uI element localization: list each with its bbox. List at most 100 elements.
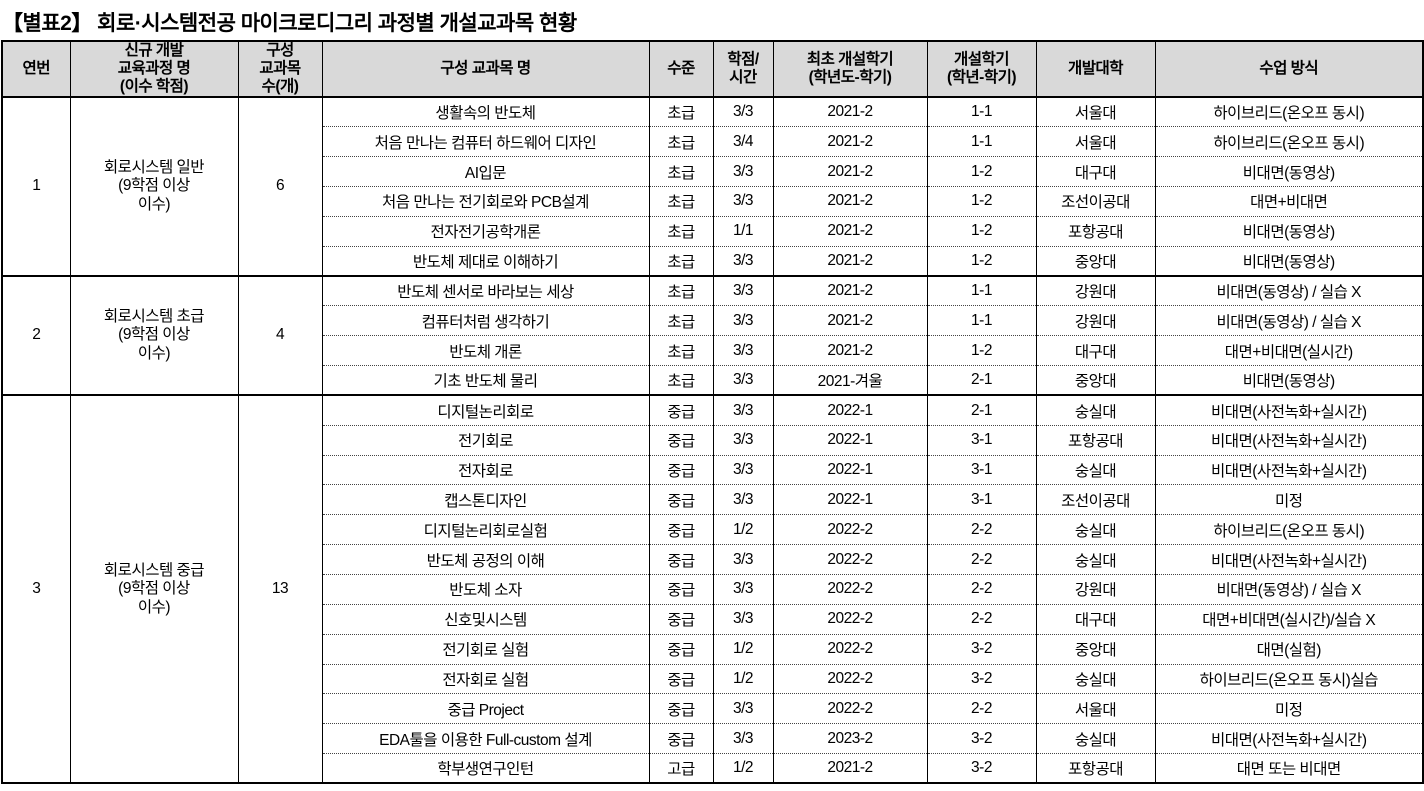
cell-course-name: 반도체 공정의 이해: [321, 544, 650, 575]
cell-university: 대구대: [1035, 603, 1156, 635]
header-open-semester: 개설학기 (학년-학기): [926, 41, 1037, 98]
cell-credit-hours: 3/3: [712, 96, 774, 128]
cell-open-semester: 3-1: [926, 454, 1037, 486]
cell-course-name: 반도체 제대로 이해하기: [321, 245, 650, 277]
cell-university: 강원대: [1035, 574, 1156, 605]
course-row: 전자회로 중급 3/3 2022-1 3-1 숭실대 비대면(사전녹화+실시간): [2, 454, 1424, 486]
cell-teaching-method: 대면(실험): [1154, 633, 1424, 665]
cell-level: 중급: [648, 424, 714, 456]
cell-university: 포항공대: [1035, 753, 1156, 784]
cell-open-semester: 1-2: [926, 186, 1037, 217]
cell-course-name: 디지털논리회로실험: [321, 514, 650, 546]
cell-course-name: 반도체 개론: [321, 335, 650, 367]
cell-teaching-method: 하이브리드(온오프 동시): [1154, 126, 1424, 158]
cell-first-semester: 2022-2: [772, 574, 928, 605]
cell-open-semester: 1-1: [926, 305, 1037, 337]
cell-course-name: 반도체 소자: [321, 574, 650, 605]
cell-course-name: 컴퓨터처럼 생각하기: [321, 305, 650, 337]
cell-course-count: 6: [237, 95, 323, 277]
cell-university: 대구대: [1035, 156, 1156, 188]
cell-open-semester: 3-2: [926, 663, 1037, 695]
cell-credit-hours: 1/2: [712, 633, 774, 665]
cell-teaching-method: 비대면(동영상) / 실습 X: [1154, 574, 1424, 605]
cell-first-semester: 2023-2: [772, 723, 928, 755]
cell-teaching-method: 비대면(사전녹화+실시간): [1154, 454, 1424, 486]
course-row: 처음 만나는 컴퓨터 하드웨어 디자인 초급 3/4 2021-2 1-1 서울대 하이브리…: [2, 126, 1424, 158]
cell-level: 중급: [648, 603, 714, 635]
course-table: 연번 신규 개발 교육과정 명 (이수 학점) 구성 교과목 수(개) 구성 교…: [1, 40, 1424, 785]
cell-teaching-method: 비대면(동영상): [1154, 156, 1424, 188]
cell-open-semester: 2-1: [926, 365, 1037, 396]
header-credit-hours: 학점/ 시간: [712, 41, 774, 98]
course-row: 반도체 제대로 이해하기 초급 3/3 2021-2 1-2 중앙대 비대면(동영상): [2, 245, 1424, 277]
course-row: 반도체 개론 초급 3/3 2021-2 1-2 대구대 대면+비대면(실시간): [2, 335, 1424, 367]
cell-level: 중급: [648, 574, 714, 605]
cell-level: 중급: [648, 663, 714, 695]
cell-level: 중급: [648, 633, 714, 665]
cell-level: 초급: [648, 186, 714, 217]
cell-university: 숭실대: [1035, 723, 1156, 755]
cell-open-semester: 1-1: [926, 275, 1037, 307]
cell-credit-hours: 1/2: [712, 663, 774, 695]
table-body: 1 회로시스템 일반 (9학점 이상 이수) 6 생활속의 반도체 초급 3/3 2021-…: [1, 95, 1424, 784]
cell-level: 초급: [648, 305, 714, 337]
cell-level: 초급: [648, 96, 714, 128]
cell-level: 초급: [648, 335, 714, 367]
course-row: 처음 만나는 전기회로와 PCB설계 초급 3/3 2021-2 1-2 조선이공대 대면+…: [2, 186, 1424, 217]
cell-first-semester: 2021-2: [772, 753, 928, 784]
cell-level: 중급: [648, 514, 714, 546]
cell-first-semester: 2022-2: [772, 544, 928, 575]
course-row: 2 회로시스템 초급 (9학점 이상 이수) 4 반도체 센서로 바라보는 세상 초급 3…: [1, 275, 1424, 396]
cell-level: 초급: [648, 365, 714, 396]
header-level: 수준: [648, 41, 714, 98]
cell-level: 초급: [648, 156, 714, 188]
cell-level: 초급: [648, 245, 714, 277]
cell-level: 중급: [648, 544, 714, 575]
cell-level: 중급: [648, 454, 714, 486]
cell-first-semester: 2021-2: [772, 96, 928, 128]
cell-credit-hours: 1/2: [712, 753, 774, 784]
cell-credit-hours: 1/2: [712, 514, 774, 546]
cell-university: 포항공대: [1035, 215, 1156, 247]
cell-course-count: 4: [237, 275, 323, 396]
cell-program-name: 회로시스템 초급 (9학점 이상 이수): [69, 275, 239, 396]
cell-first-semester: 2022-2: [772, 603, 928, 635]
cell-teaching-method: 비대면(사전녹화+실시간): [1154, 544, 1424, 575]
cell-course-name: AI입문: [321, 156, 650, 188]
cell-credit-hours: 3/3: [712, 394, 774, 426]
cell-credit-hours: 3/3: [712, 186, 774, 217]
cell-course-name: 전자전기공학개론: [321, 215, 650, 247]
cell-level: 고급: [648, 753, 714, 784]
header-teaching-method: 수업 방식: [1154, 41, 1424, 98]
cell-university: 포항공대: [1035, 424, 1156, 456]
cell-university: 서울대: [1035, 693, 1156, 725]
cell-first-semester: 2021-2: [772, 126, 928, 158]
cell-level: 중급: [648, 693, 714, 725]
cell-first-semester: 2022-1: [772, 484, 928, 516]
cell-open-semester: 3-2: [926, 753, 1037, 784]
cell-open-semester: 2-2: [926, 603, 1037, 635]
cell-teaching-method: 하이브리드(온오프 동시): [1154, 514, 1424, 546]
cell-course-name: 중급 Project: [321, 693, 650, 725]
course-row: 캡스톤디자인 중급 3/3 2022-1 3-1 조선이공대 미정: [2, 484, 1424, 516]
cell-credit-hours: 3/3: [712, 275, 774, 307]
cell-credit-hours: 3/3: [712, 424, 774, 456]
cell-first-semester: 2022-2: [772, 663, 928, 695]
cell-university: 대구대: [1035, 335, 1156, 367]
cell-course-name: 전자회로 실험: [321, 663, 650, 695]
cell-open-semester: 1-1: [926, 126, 1037, 158]
cell-first-semester: 2021-2: [772, 275, 928, 307]
cell-first-semester: 2021-2: [772, 335, 928, 367]
cell-university: 서울대: [1035, 126, 1156, 158]
cell-teaching-method: 비대면(동영상) / 실습 X: [1154, 275, 1424, 307]
cell-open-semester: 1-2: [926, 335, 1037, 367]
cell-first-semester: 2022-2: [772, 514, 928, 546]
cell-course-name: 학부생연구인턴: [321, 753, 650, 784]
course-row: 학부생연구인턴 고급 1/2 2021-2 3-2 포항공대 대면 또는 비대면: [2, 753, 1424, 784]
cell-open-semester: 2-2: [926, 544, 1037, 575]
cell-course-name: 신호및시스템: [321, 603, 650, 635]
cell-open-semester: 2-2: [926, 693, 1037, 725]
course-row: 전자회로 실험 중급 1/2 2022-2 3-2 숭실대 하이브리드(온오프 동시)실습: [2, 663, 1424, 695]
cell-credit-hours: 3/3: [712, 723, 774, 755]
